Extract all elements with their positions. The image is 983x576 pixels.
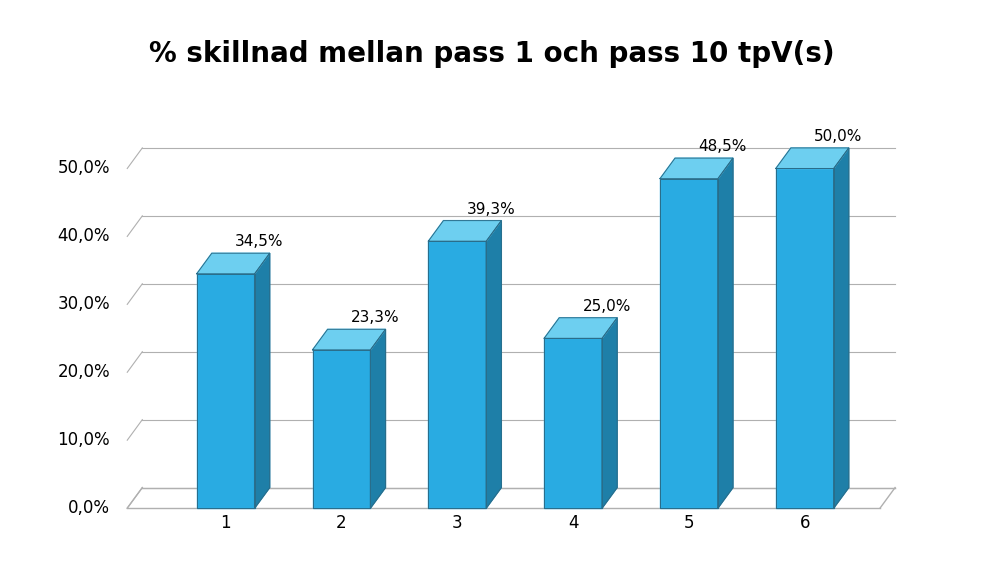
Polygon shape	[487, 221, 501, 508]
Text: 48,5%: 48,5%	[698, 139, 747, 154]
Polygon shape	[197, 253, 269, 274]
Text: 50,0%: 50,0%	[814, 129, 862, 144]
Text: 40,0%: 40,0%	[57, 228, 110, 245]
Polygon shape	[545, 338, 602, 508]
Text: 20,0%: 20,0%	[57, 363, 110, 381]
Text: 23,3%: 23,3%	[351, 310, 399, 325]
Polygon shape	[197, 274, 255, 508]
Text: 0,0%: 0,0%	[68, 499, 110, 517]
Text: 39,3%: 39,3%	[466, 202, 515, 217]
Polygon shape	[429, 221, 501, 241]
Text: 5: 5	[684, 514, 694, 532]
Text: 6: 6	[799, 514, 810, 532]
Text: 30,0%: 30,0%	[57, 295, 110, 313]
Polygon shape	[429, 241, 487, 508]
Text: 50,0%: 50,0%	[57, 160, 110, 177]
Text: % skillnad mellan pass 1 och pass 10 tpV(s): % skillnad mellan pass 1 och pass 10 tpV…	[148, 40, 835, 69]
Polygon shape	[776, 148, 848, 168]
Text: 2: 2	[336, 514, 347, 532]
Polygon shape	[313, 350, 371, 508]
Polygon shape	[834, 148, 848, 508]
Text: 25,0%: 25,0%	[582, 299, 631, 314]
Polygon shape	[545, 318, 617, 338]
Polygon shape	[718, 158, 733, 508]
Polygon shape	[660, 179, 718, 508]
Text: 34,5%: 34,5%	[235, 234, 283, 249]
Polygon shape	[255, 253, 269, 508]
Text: 3: 3	[452, 514, 463, 532]
Polygon shape	[660, 158, 733, 179]
Text: 10,0%: 10,0%	[57, 431, 110, 449]
Polygon shape	[776, 168, 834, 508]
Polygon shape	[371, 329, 385, 508]
Polygon shape	[602, 318, 617, 508]
Text: 4: 4	[568, 514, 578, 532]
Text: 1: 1	[220, 514, 231, 532]
Polygon shape	[313, 329, 385, 350]
